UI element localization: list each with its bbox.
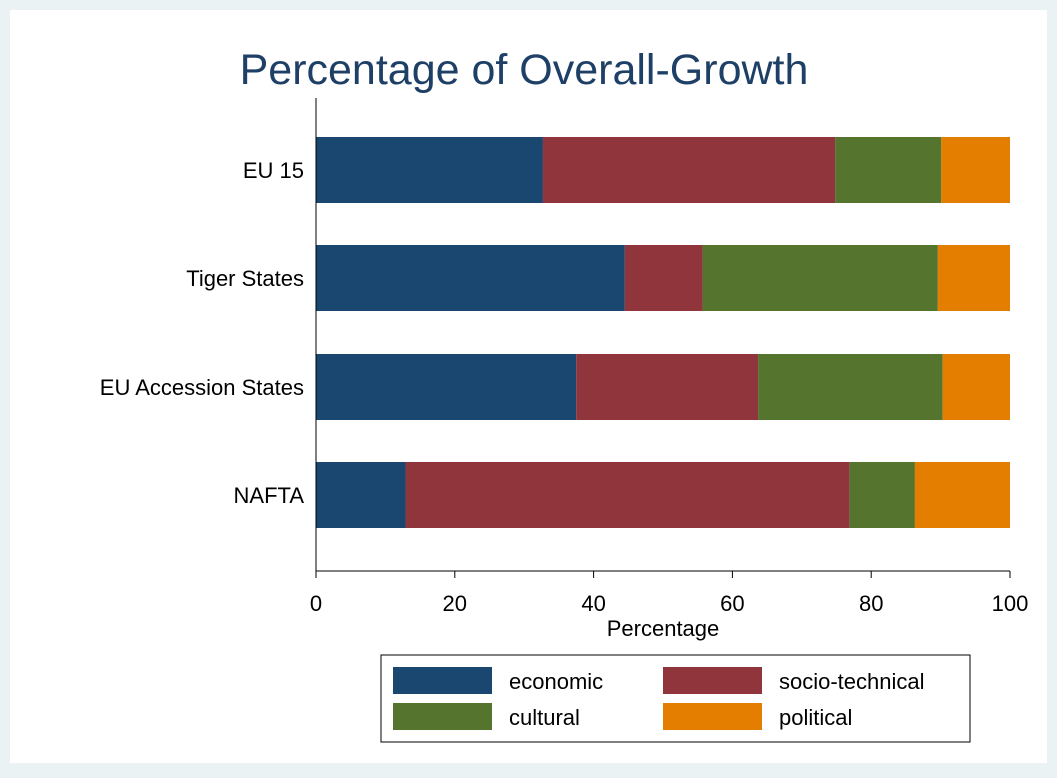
x-tick-label-20: 20	[443, 591, 467, 616]
bar-segment-nafta-political	[914, 462, 1010, 528]
bars-group	[316, 137, 1010, 528]
x-tick-label-40: 40	[581, 591, 605, 616]
legend-label-economic: economic	[509, 669, 603, 694]
x-tick-label-80: 80	[859, 591, 883, 616]
bar-segment-nafta-cultural	[849, 462, 915, 528]
legend-swatch-political	[663, 703, 762, 730]
legend-swatch-cultural	[393, 703, 492, 730]
legend-label-cultural: cultural	[509, 705, 580, 730]
x-tick-label-100: 100	[992, 591, 1029, 616]
legend-swatch-economic	[393, 667, 492, 694]
legend-label-political: political	[779, 705, 852, 730]
legend: economic socio-technical cultural political	[393, 667, 925, 730]
bar-segment-nafta-socio-technical	[405, 462, 850, 528]
y-tick-label-nafta: NAFTA	[234, 483, 305, 508]
bar-segment-eu-accession-states-cultural	[758, 354, 943, 420]
axes-group	[315, 98, 1010, 572]
bar-segment-eu-15-cultural	[835, 137, 942, 203]
y-axis-labels: EU 15 Tiger States EU Accession States NAFT…	[100, 158, 305, 508]
bar-segment-tiger-states-socio-technical	[624, 245, 703, 311]
chart-title: Percentage of Overall-Growth	[240, 46, 809, 94]
legend-swatch-socio-technical	[663, 667, 762, 694]
bar-segment-eu-accession-states-political	[942, 354, 1010, 420]
y-tick-label-eu-15: EU 15	[243, 158, 304, 183]
legend-label-socio-technical: socio-technical	[779, 669, 925, 694]
x-axis-label: Percentage	[607, 616, 720, 641]
bar-segment-tiger-states-cultural	[702, 245, 938, 311]
y-tick-label-eu-accession-states: EU Accession States	[100, 375, 304, 400]
bar-segment-eu-accession-states-economic	[316, 354, 577, 420]
bar-segment-tiger-states-economic	[316, 245, 625, 311]
x-tick-label-60: 60	[720, 591, 744, 616]
y-tick-label-tiger-states: Tiger States	[186, 266, 304, 291]
x-tick-label-0: 0	[310, 591, 322, 616]
x-axis-ticks: 0 20 40 60 80 100	[310, 571, 1028, 616]
bar-segment-nafta-economic	[316, 462, 406, 528]
bar-segment-tiger-states-political	[937, 245, 1010, 311]
bar-segment-eu-15-socio-technical	[542, 137, 836, 203]
bar-segment-eu-accession-states-socio-technical	[576, 354, 759, 420]
bar-segment-eu-15-political	[941, 137, 1010, 203]
bar-segment-eu-15-economic	[316, 137, 543, 203]
